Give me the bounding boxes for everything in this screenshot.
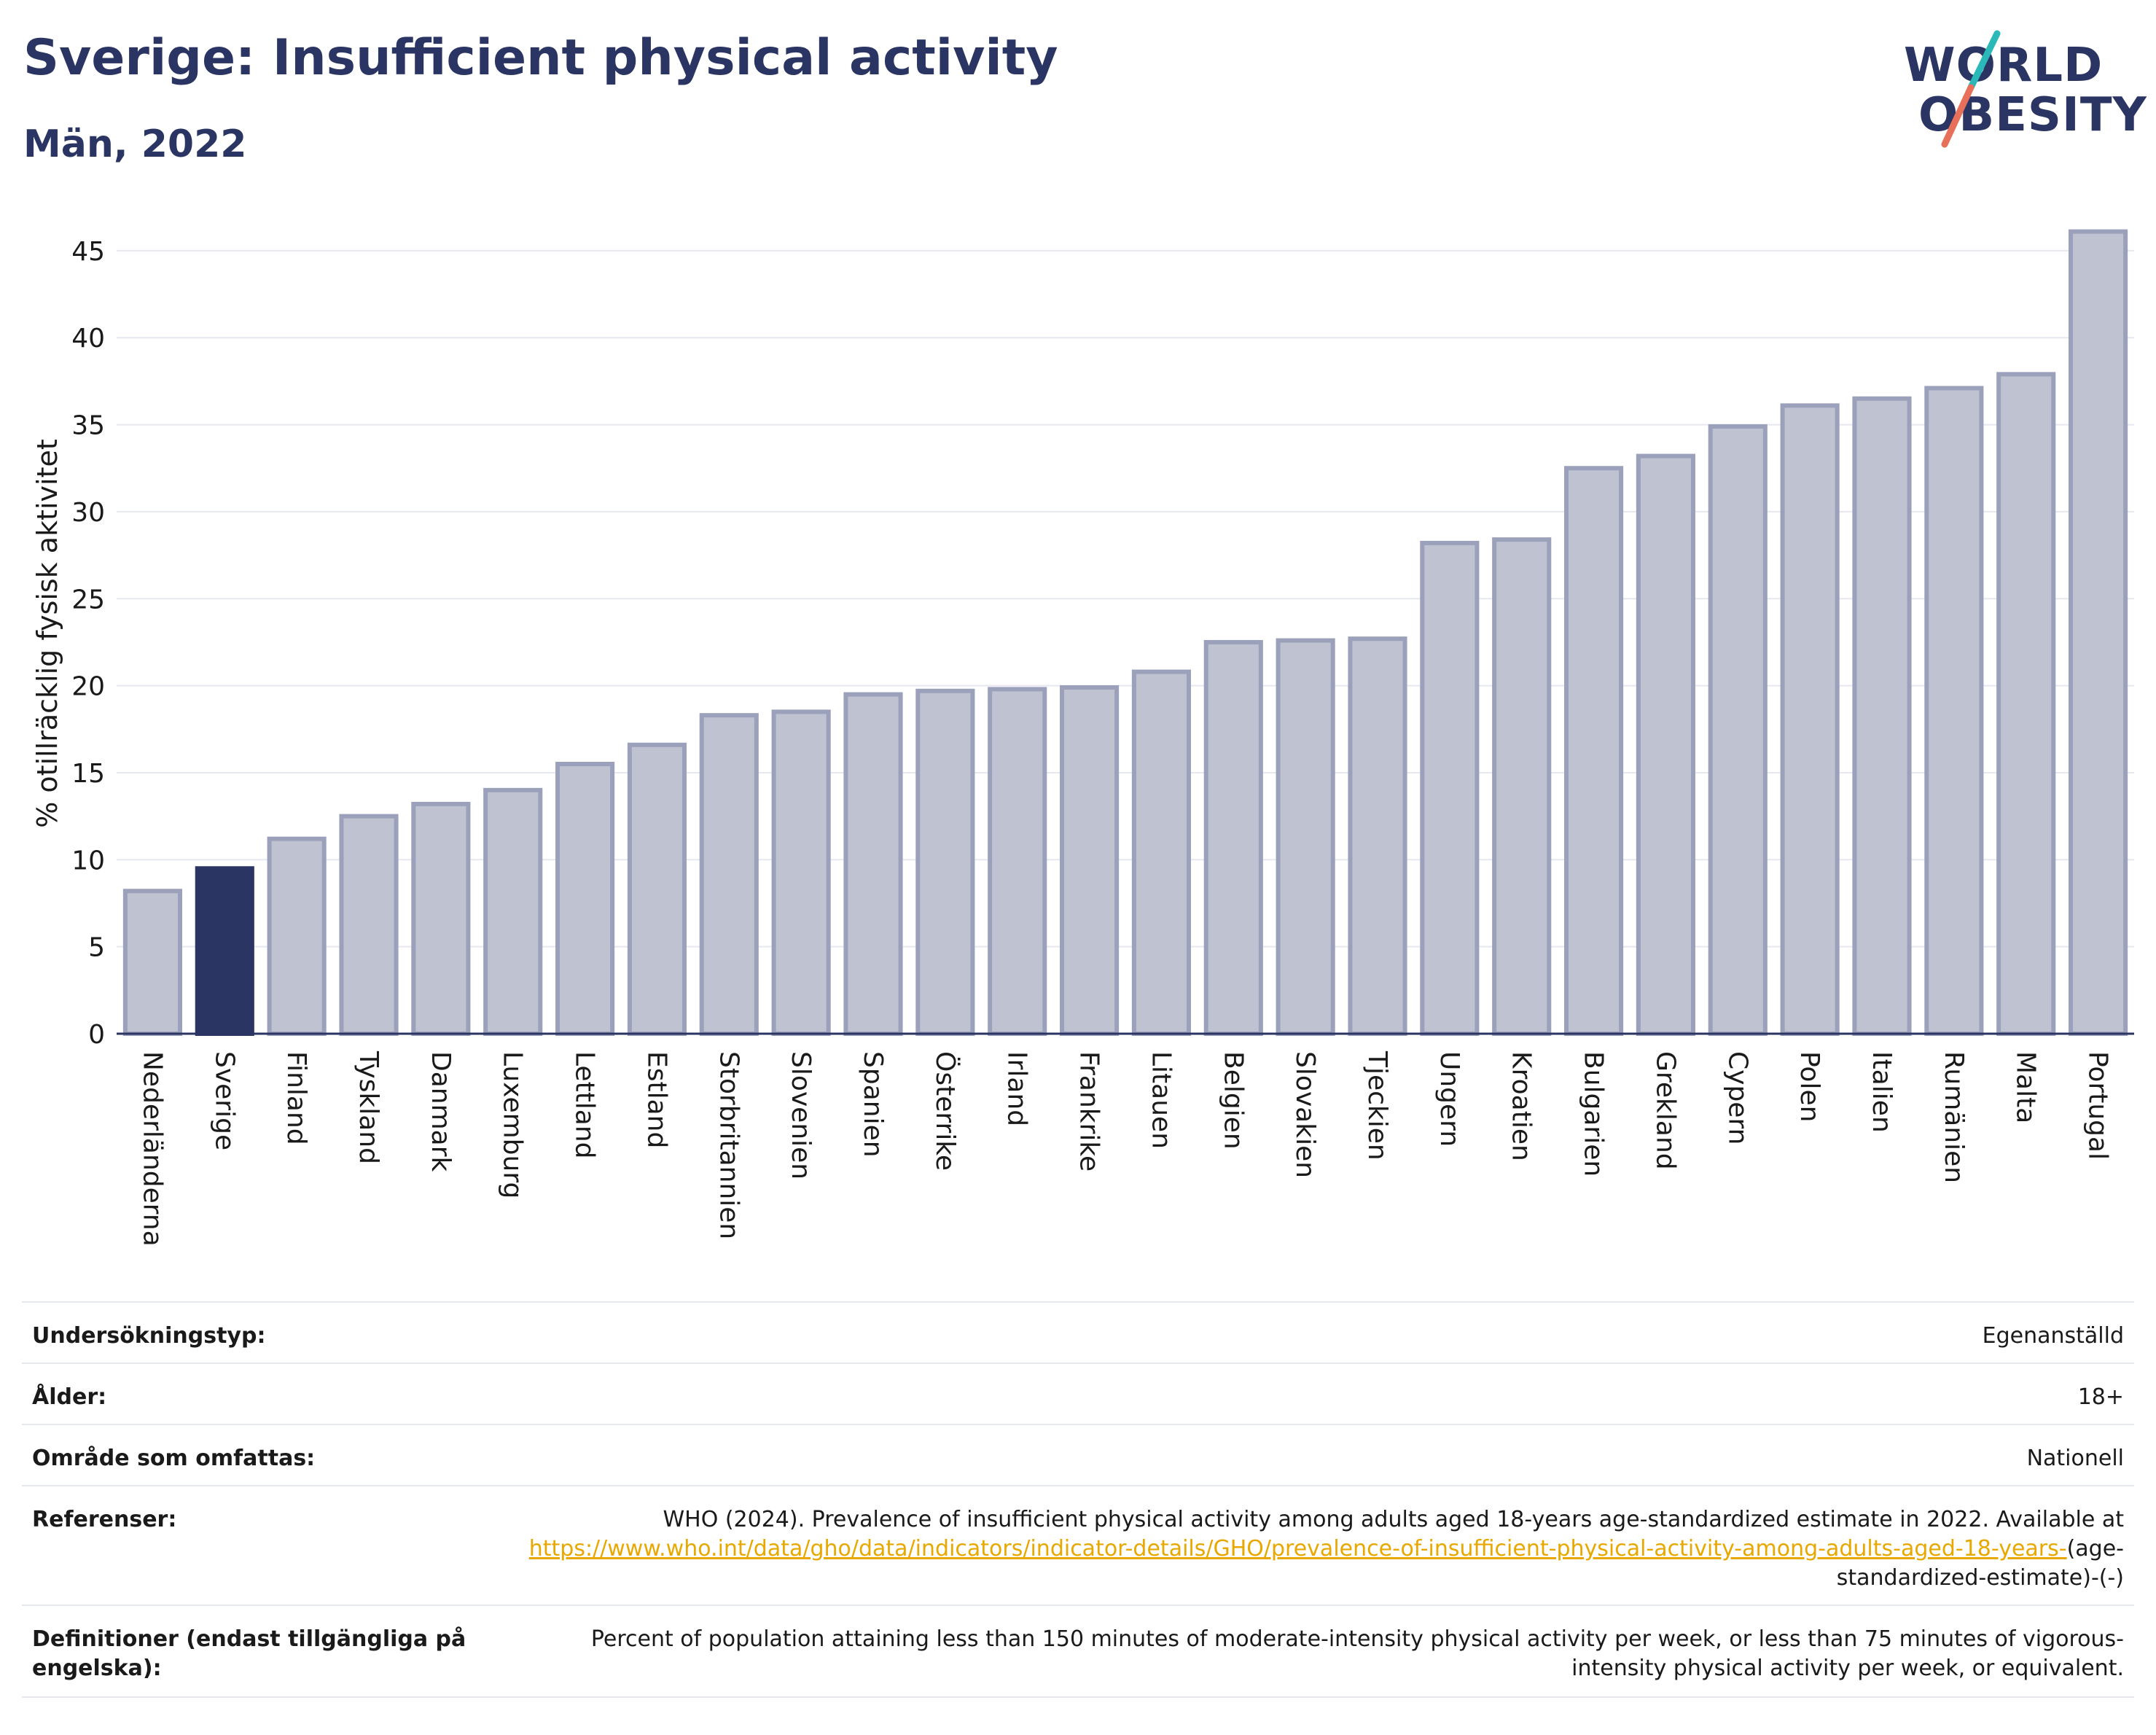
y-tick-label: 45 xyxy=(71,237,105,267)
bar xyxy=(1131,669,1191,1037)
meta-value: Egenanställd xyxy=(1982,1323,2124,1349)
x-tick-label: Frankrike xyxy=(1074,1051,1104,1171)
y-axis-ticks: 0 5 10 15 20 25 30 35 40 45 xyxy=(71,237,105,1050)
reference-suffix: (age-standardized-estimate)-(-) xyxy=(1836,1536,2124,1591)
x-tick-label: Nederländerna xyxy=(137,1051,167,1247)
bar xyxy=(699,713,759,1036)
x-tick-label: Polen xyxy=(1794,1051,1824,1122)
x-tick-label: Sverige xyxy=(209,1051,239,1150)
bar xyxy=(627,742,687,1036)
bar xyxy=(988,687,1047,1037)
meta-value: Nationell xyxy=(2026,1446,2124,1471)
x-tick-label: Italien xyxy=(1867,1051,1897,1133)
x-tick-label: Rumänien xyxy=(1939,1051,1969,1183)
x-tick-label: Ungern xyxy=(1434,1051,1464,1147)
bar xyxy=(339,814,399,1036)
x-tick-label: Grekland xyxy=(1650,1051,1680,1170)
meta-row-survey-type: Undersökningstyp: Egenanställd xyxy=(22,1301,2134,1362)
meta-label: Definitioner (endast tillgängliga på eng… xyxy=(32,1626,466,1681)
meta-row-age: Ålder: 18+ xyxy=(22,1362,2134,1424)
meta-value: Percent of population attaining less tha… xyxy=(590,1626,2124,1681)
x-tick-label: Litauen xyxy=(1146,1051,1176,1149)
bar xyxy=(483,787,543,1037)
meta-label: Referenser: xyxy=(32,1507,177,1532)
bar xyxy=(1203,639,1263,1036)
x-tick-label: Estland xyxy=(641,1051,671,1148)
x-tick-label: Tjeckien xyxy=(1362,1050,1392,1161)
reference-link[interactable]: https://www.who.int/data/gho/data/indica… xyxy=(528,1536,2067,1562)
metadata-table: Undersökningstyp: Egenanställd Ålder: 18… xyxy=(22,1301,2134,1698)
x-tick-label: Luxemburg xyxy=(498,1051,528,1198)
bar xyxy=(1060,685,1120,1036)
bar xyxy=(1420,540,1480,1037)
x-tick-label: Storbritannien xyxy=(714,1051,743,1239)
x-tick-label: Lettland xyxy=(570,1051,600,1159)
bar xyxy=(1924,386,1984,1036)
x-tick-label: Portugal xyxy=(2083,1051,2113,1160)
bar xyxy=(1564,466,1624,1036)
bar-chart: 0 5 10 15 20 25 30 35 40 45 Nederländerna Sverige F… xyxy=(31,229,2134,1247)
bar xyxy=(771,709,831,1036)
x-tick-label: Irland xyxy=(1002,1051,1032,1126)
x-tick-label: Tyskland xyxy=(354,1050,383,1164)
bar xyxy=(267,836,327,1037)
x-tick-label: Spanien xyxy=(858,1051,888,1158)
bar xyxy=(2069,229,2128,1037)
meta-row-references: Referenser: WHO (2024). Prevalence of in… xyxy=(22,1485,2134,1605)
bars xyxy=(122,229,2128,1037)
page-title: Sverige: Insufficient physical activity xyxy=(23,29,1058,87)
y-tick-label: 25 xyxy=(71,585,105,615)
meta-label: Ålder: xyxy=(32,1384,107,1410)
x-tick-label: Cypern xyxy=(1722,1051,1752,1145)
x-tick-label: Bulgarien xyxy=(1579,1051,1609,1177)
x-tick-label: Belgien xyxy=(1218,1051,1248,1150)
bar xyxy=(555,762,615,1036)
y-tick-label: 15 xyxy=(71,759,105,789)
meta-row-coverage: Område som omfattas: Nationell xyxy=(22,1424,2134,1485)
meta-label: Undersökningstyp: xyxy=(32,1323,266,1349)
bar xyxy=(915,688,975,1037)
x-tick-label: Finland xyxy=(281,1051,311,1145)
y-tick-label: 30 xyxy=(71,498,105,528)
bar xyxy=(1996,372,2056,1036)
meta-value: WHO (2024). Prevalence of insufficient p… xyxy=(499,1505,2124,1605)
page-subtitle: Män, 2022 xyxy=(23,122,247,166)
logo-text-world: WORLD xyxy=(1904,39,2104,93)
y-tick-label: 5 xyxy=(88,933,105,963)
meta-row-definitions: Definitioner (endast tillgängliga på eng… xyxy=(22,1605,2134,1698)
x-tick-label: Slovenien xyxy=(786,1051,816,1180)
reference-text: WHO (2024). Prevalence of insufficient p… xyxy=(663,1507,2124,1532)
logo-slash-icon xyxy=(1941,30,2001,148)
bar xyxy=(122,889,182,1037)
bar xyxy=(1492,537,1552,1036)
bar xyxy=(1348,636,1407,1036)
y-tick-label: 35 xyxy=(71,411,105,441)
y-tick-label: 20 xyxy=(71,672,105,702)
x-tick-label: Malta xyxy=(2011,1051,2041,1123)
x-tick-label: Slovakien xyxy=(1290,1051,1320,1178)
y-tick-label: 0 xyxy=(88,1020,105,1050)
bar xyxy=(1636,453,1695,1036)
bar xyxy=(1708,424,1768,1037)
meta-value: 18+ xyxy=(2077,1384,2124,1410)
x-tick-label: Österrike xyxy=(930,1051,961,1171)
world-obesity-logo: WORLD OBESITY xyxy=(1895,29,2147,153)
y-axis-label: % otillräcklig fysisk aktivitet xyxy=(31,439,63,828)
y-tick-label: 40 xyxy=(71,324,105,354)
x-tick-label: Danmark xyxy=(426,1051,456,1172)
bar xyxy=(195,866,254,1036)
bar xyxy=(1276,638,1335,1036)
bar xyxy=(1852,396,1912,1036)
meta-label: Område som omfattas: xyxy=(32,1446,316,1471)
bar xyxy=(411,801,471,1036)
bar xyxy=(843,692,903,1036)
bar xyxy=(1780,403,1840,1036)
x-axis-ticks: Nederländerna Sverige Finland Tyskland Danma… xyxy=(137,1050,2112,1247)
y-tick-label: 10 xyxy=(71,846,105,876)
x-tick-label: Kroatien xyxy=(1507,1051,1536,1161)
